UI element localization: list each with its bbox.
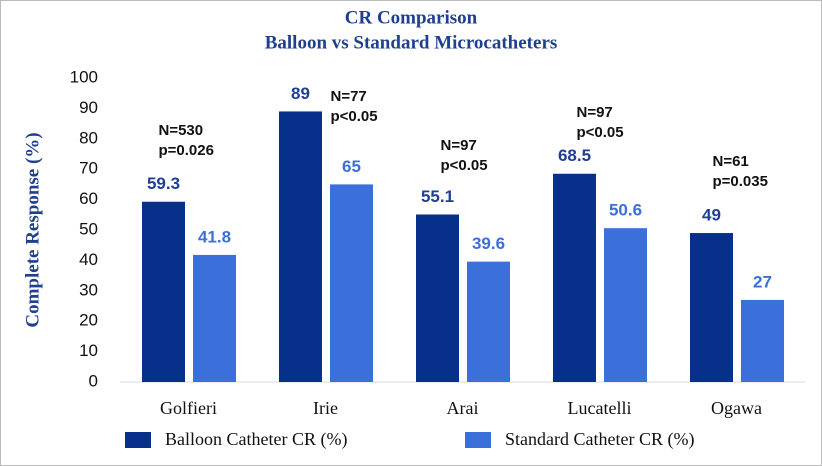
value-label: 65 — [342, 157, 361, 176]
y-tick-label: 70 — [79, 159, 98, 178]
value-label: 49 — [702, 206, 721, 225]
annotation: N=97 — [577, 104, 613, 121]
bar — [604, 228, 647, 382]
annotation: N=97 — [441, 137, 477, 154]
y-tick-label: 90 — [79, 98, 98, 117]
value-label: 39.6 — [472, 234, 505, 253]
chart-title: CR Comparison — [345, 7, 478, 28]
y-tick-label: 50 — [79, 219, 98, 238]
x-tick-label: Irie — [313, 398, 338, 418]
bar — [416, 214, 459, 382]
bar — [690, 233, 733, 382]
y-tick-label: 10 — [79, 341, 98, 360]
legend-swatch — [465, 432, 491, 448]
x-tick-label: Ogawa — [711, 398, 762, 418]
y-tick-label: 30 — [79, 280, 98, 299]
y-tick-label: 20 — [79, 311, 98, 330]
y-tick-label: 40 — [79, 250, 98, 269]
y-axis-label: Complete Response (%) — [22, 132, 43, 327]
annotation: p<0.05 — [331, 108, 378, 125]
annotation: p=0.026 — [159, 142, 214, 159]
annotation: N=77 — [331, 88, 367, 105]
bar — [330, 184, 373, 382]
bar — [142, 201, 185, 382]
x-tick-label: Lucatelli — [568, 398, 632, 418]
annotation: p<0.05 — [441, 157, 488, 174]
annotation: p=0.035 — [713, 173, 768, 190]
value-label: 50.6 — [609, 201, 642, 220]
bar — [467, 261, 510, 382]
y-tick-label: 100 — [70, 67, 98, 86]
legend-swatch — [125, 432, 151, 448]
bar — [279, 111, 322, 382]
value-label: 55.1 — [421, 187, 454, 206]
value-label: 27 — [753, 272, 772, 291]
legend-label: Balloon Catheter CR (%) — [165, 429, 347, 450]
bar — [741, 299, 784, 382]
chart-subtitle: Balloon vs Standard Microcatheters — [265, 32, 558, 53]
value-label: 68.5 — [558, 146, 591, 165]
annotation: p<0.05 — [577, 124, 624, 141]
annotation: N=530 — [159, 122, 204, 139]
value-label: 89 — [291, 84, 310, 103]
annotation: N=61 — [713, 153, 749, 170]
value-label: 59.3 — [147, 174, 180, 193]
y-tick-label: 0 — [89, 371, 98, 390]
y-tick-label: 60 — [79, 189, 98, 208]
bar — [193, 254, 236, 382]
y-tick-label: 80 — [79, 128, 98, 147]
x-tick-label: Arai — [447, 398, 479, 418]
bar — [553, 173, 596, 382]
value-label: 41.8 — [198, 227, 231, 246]
x-tick-label: Golfieri — [160, 398, 217, 418]
legend-label: Standard Catheter CR (%) — [505, 429, 694, 450]
